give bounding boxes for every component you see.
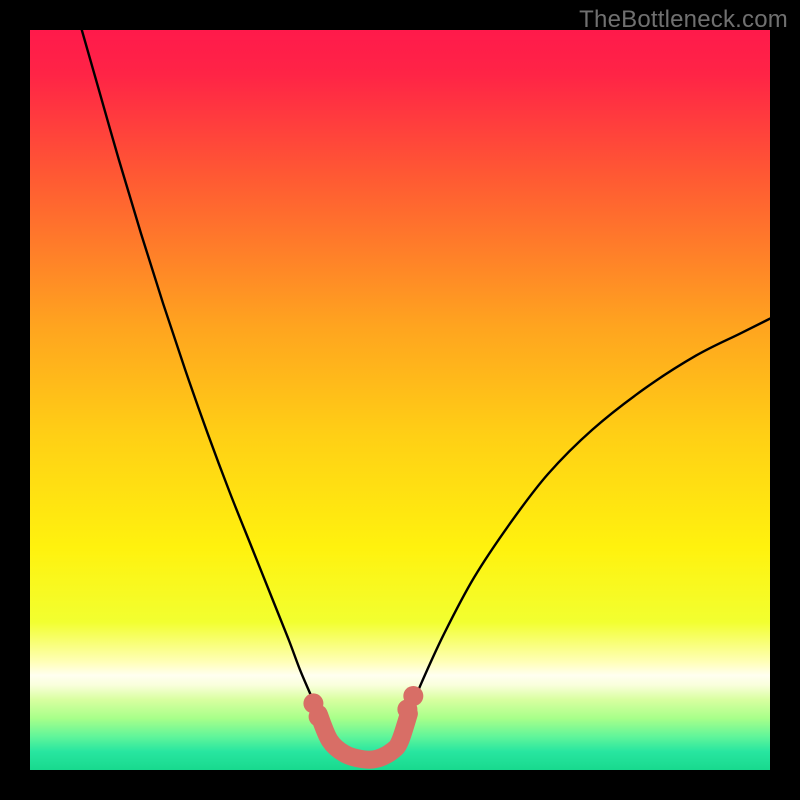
overlay-end-dot — [309, 707, 329, 727]
bottleneck-curve — [82, 30, 770, 760]
chart-svg — [0, 0, 800, 800]
overlay-end-dot — [403, 686, 423, 706]
optimal-range-overlay — [319, 714, 409, 760]
